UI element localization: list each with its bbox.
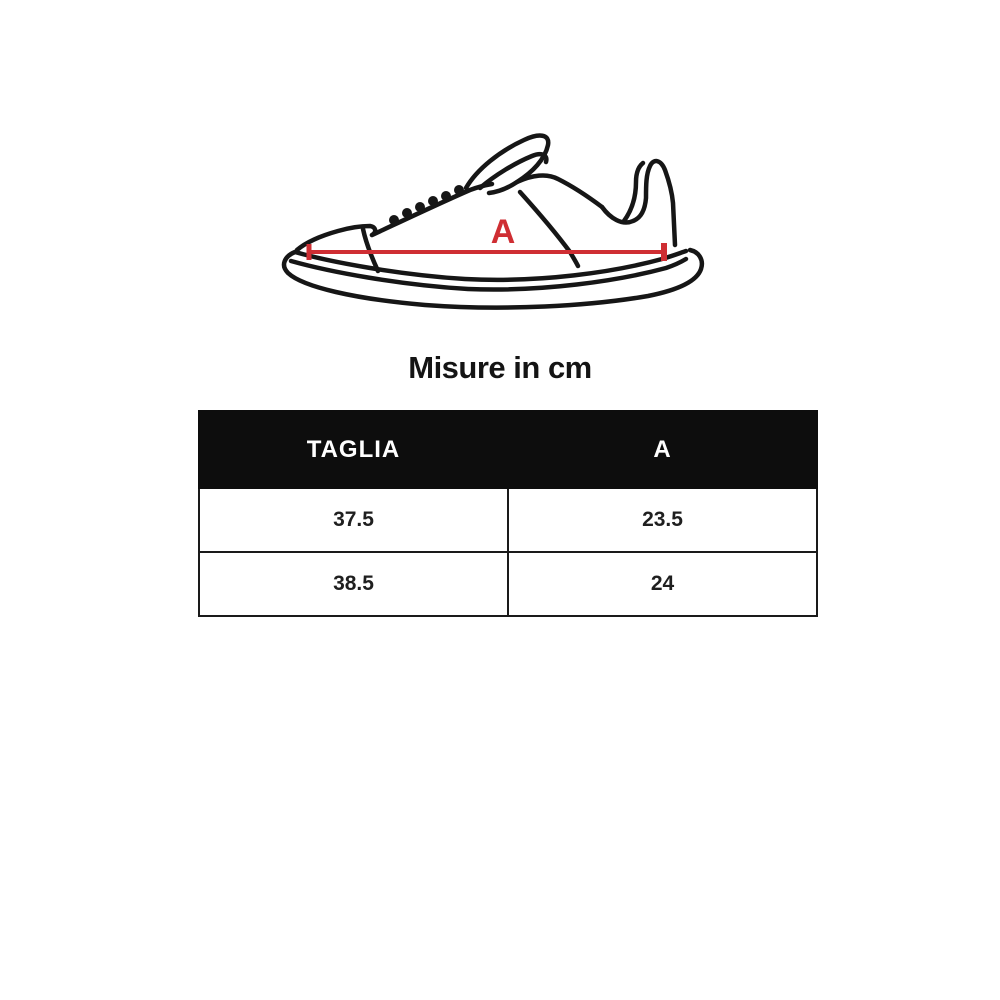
sole-mid-path [288, 256, 689, 292]
eyelet-dot [454, 185, 464, 195]
sole-outer-path [281, 247, 705, 310]
size-table-body: 37.5 23.5 38.5 24 [198, 487, 818, 617]
table-header-row: TAGLIA A [198, 410, 818, 489]
eyelet-dot [402, 208, 412, 218]
table-row: 38.5 24 [198, 551, 818, 617]
size-cell: 37.5 [198, 487, 509, 553]
lace-panel-path [369, 181, 495, 238]
sole-top-path [292, 248, 689, 283]
measurement-cell: 23.5 [507, 487, 818, 553]
size-table: TAGLIA A 37.5 23.5 38.5 24 [198, 410, 818, 617]
page-title: Misure in cm [408, 350, 592, 385]
heel-inner-path [621, 160, 646, 224]
table-row: 37.5 23.5 [198, 487, 818, 553]
size-cell: 38.5 [198, 551, 509, 617]
size-table-header-a: A [507, 410, 818, 489]
topline-path [514, 173, 605, 210]
quarter-seam-path [517, 189, 581, 269]
eyelet-dot [441, 191, 451, 201]
tongue-path [463, 133, 551, 196]
size-table-head: TAGLIA A [198, 410, 818, 489]
measurement-cell: 24 [507, 551, 818, 617]
eyelet-dot [415, 202, 425, 212]
collar-heel-path [599, 158, 678, 248]
measurement-annotation: A [306, 213, 667, 261]
measurement-label: A [491, 213, 516, 251]
eyelet-dot [389, 215, 399, 225]
tongue-inner-path [477, 152, 549, 191]
eyelet-dot [428, 196, 438, 206]
shoe-diagram: A [281, 133, 705, 310]
size-table-header-taglia: TAGLIA [198, 410, 509, 489]
lace-eyelets [389, 185, 464, 225]
toe-vamp-path [294, 223, 378, 253]
